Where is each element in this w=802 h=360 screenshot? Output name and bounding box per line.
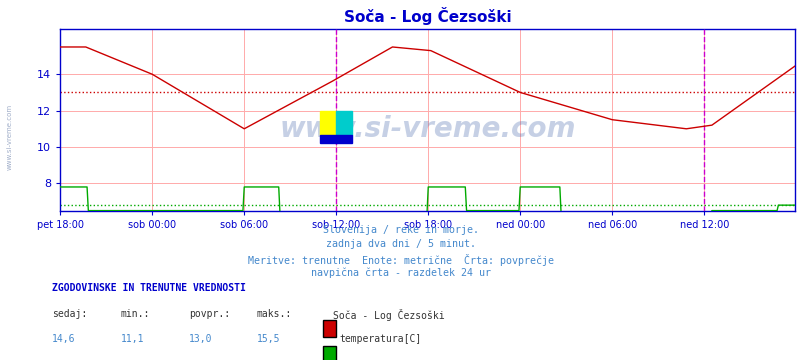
Text: ZGODOVINSKE IN TRENUTNE VREDNOSTI: ZGODOVINSKE IN TRENUTNE VREDNOSTI	[52, 283, 245, 293]
Bar	[336, 111, 352, 135]
Text: 15,5: 15,5	[257, 334, 280, 345]
Text: Slovenija / reke in morje.: Slovenija / reke in morje.	[323, 225, 479, 235]
Text: navpična črta - razdelek 24 ur: navpična črta - razdelek 24 ur	[311, 267, 491, 278]
Text: 11,1: 11,1	[120, 334, 144, 345]
Text: www.si-vreme.com: www.si-vreme.com	[6, 104, 13, 170]
Bar	[320, 135, 352, 143]
Bar	[320, 111, 336, 135]
Text: min.:: min.:	[120, 309, 150, 319]
Text: povpr.:: povpr.:	[188, 309, 229, 319]
Text: 13,0: 13,0	[188, 334, 212, 345]
Text: maks.:: maks.:	[257, 309, 292, 319]
Text: 14,6: 14,6	[52, 334, 75, 345]
Text: Meritve: trenutne  Enote: metrične  Črta: povprečje: Meritve: trenutne Enote: metrične Črta: …	[248, 254, 554, 266]
Text: Soča - Log Čezsoški: Soča - Log Čezsoški	[333, 309, 444, 320]
Text: temperatura[C]: temperatura[C]	[339, 334, 421, 345]
Text: www.si-vreme.com: www.si-vreme.com	[279, 115, 575, 143]
Text: sedaj:: sedaj:	[52, 309, 87, 319]
Text: zadnja dva dni / 5 minut.: zadnja dva dni / 5 minut.	[326, 239, 476, 249]
Title: Soča - Log Čezsoški: Soča - Log Čezsoški	[343, 7, 511, 25]
